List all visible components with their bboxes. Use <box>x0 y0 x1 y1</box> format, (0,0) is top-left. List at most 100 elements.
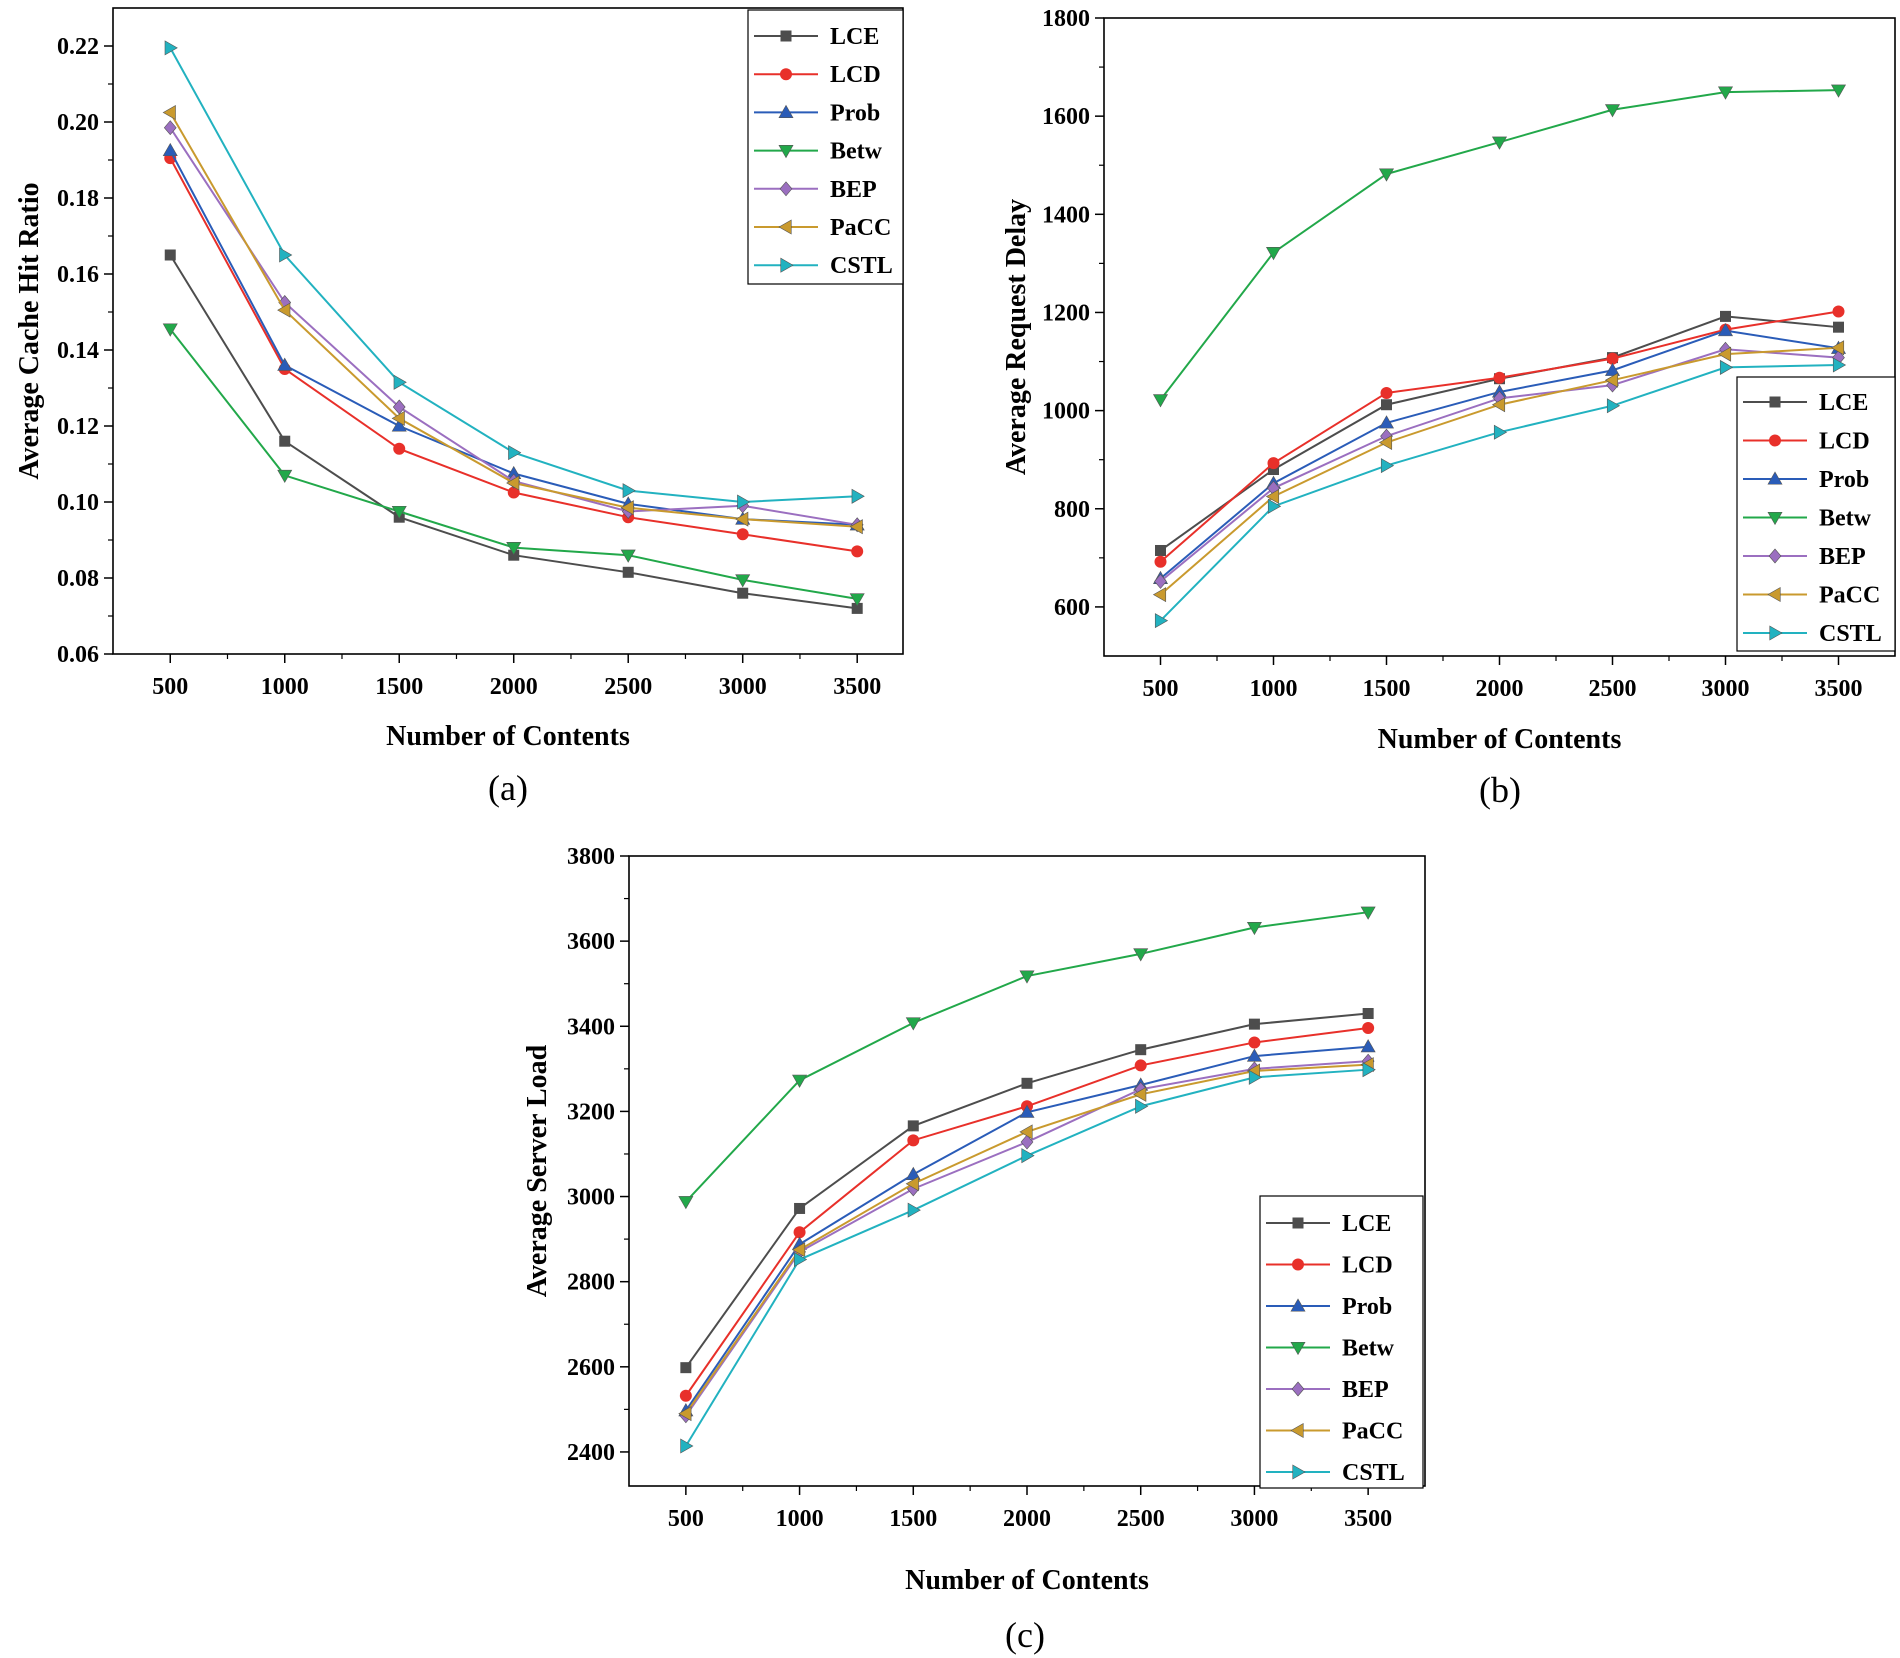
legend-marker <box>1767 511 1783 526</box>
data-point-pacc <box>277 302 291 318</box>
data-point-cstl <box>680 1438 694 1454</box>
legend-marker <box>778 104 794 118</box>
x-tick-label: 2500 <box>604 674 652 700</box>
y-tick-label: 3200 <box>567 1099 615 1125</box>
legend-label: LCD <box>1819 429 1870 455</box>
data-point-prob <box>1246 1048 1262 1062</box>
series-cstl <box>680 1062 1376 1454</box>
series-betw <box>1152 84 1847 408</box>
data-point-lce <box>1268 464 1279 476</box>
legend-marker <box>1290 1298 1306 1312</box>
data-point-lce <box>1720 310 1731 322</box>
data-point-lce <box>1833 321 1844 333</box>
data-point-betw <box>849 593 865 607</box>
legend-item-betw: Betw <box>1743 506 1872 532</box>
data-point-pacc <box>849 519 863 535</box>
x-tick-label: 1500 <box>375 674 423 700</box>
legend-marker <box>1768 548 1782 564</box>
data-point-pacc <box>1019 1124 1033 1140</box>
x-tick-label: 2500 <box>1117 1506 1165 1532</box>
data-point-prob <box>162 142 178 157</box>
legend-label: LCE <box>1342 1211 1391 1237</box>
data-point-lcd <box>1380 386 1393 399</box>
data-point-pacc <box>678 1406 692 1422</box>
data-point-prob <box>1604 362 1621 376</box>
y-axis-label: Average Server Load <box>522 1044 553 1297</box>
legend-box <box>1259 1195 1424 1489</box>
legend-label: CSTL <box>1819 621 1882 647</box>
data-point-lcd <box>507 486 520 499</box>
x-tick-label: 3000 <box>1230 1506 1278 1532</box>
series-lce <box>680 1008 1374 1374</box>
data-point-lcd <box>393 442 406 455</box>
data-point-cstl <box>794 1252 808 1268</box>
data-point-lce <box>1248 1018 1260 1030</box>
data-point-lcd <box>736 528 749 541</box>
data-point-prob <box>1360 1039 1376 1053</box>
legend-item-lcd: LCD <box>1266 1253 1393 1279</box>
data-point-pacc <box>162 104 176 121</box>
panel-caption: (b) <box>1479 770 1521 810</box>
data-point-lcd <box>851 545 864 558</box>
y-tick-label: 1600 <box>1042 104 1090 130</box>
series-betw <box>162 323 865 607</box>
legend-marker <box>1767 471 1783 485</box>
y-tick-label: 3800 <box>567 844 615 870</box>
data-point-cstl <box>1267 498 1282 514</box>
data-point-cstl <box>1021 1148 1035 1164</box>
data-point-lce <box>164 249 176 261</box>
data-point-betw <box>162 323 178 337</box>
data-point-pacc <box>1491 397 1506 413</box>
legend-marker <box>779 181 793 197</box>
data-point-betw <box>1717 86 1734 100</box>
data-point-betw <box>1604 104 1621 118</box>
data-point-betw <box>1265 247 1282 261</box>
legend-marker <box>780 30 792 42</box>
data-point-betw <box>905 1017 921 1031</box>
legend-label: PaCC <box>830 215 891 241</box>
data-point-lcd <box>907 1134 920 1147</box>
series-cstl <box>1154 357 1847 629</box>
legend-item-pacc: PaCC <box>1266 1419 1403 1445</box>
x-tick-label: 3000 <box>1702 676 1750 702</box>
y-tick-label: 0.06 <box>57 642 99 668</box>
legend-marker <box>1290 1341 1306 1356</box>
data-point-cstl <box>1380 458 1395 474</box>
legend: LCE LCD Prob Betw BEP PaCC CSTL <box>1259 1195 1424 1489</box>
data-point-lcd <box>1832 305 1845 318</box>
data-point-lce <box>1135 1044 1147 1056</box>
series-pacc <box>1152 340 1845 603</box>
data-point-pacc <box>1265 488 1280 505</box>
data-point-betw <box>277 469 293 484</box>
data-point-betw <box>620 549 636 563</box>
x-tick-label: 500 <box>152 674 188 700</box>
data-point-bep <box>1020 1134 1034 1150</box>
y-tick-label: 3600 <box>567 929 615 955</box>
data-point-prob <box>1378 415 1395 429</box>
data-point-lce <box>1362 1008 1374 1019</box>
chart-panel-c: 500 1000 1500 2000 2500 3000 3500 2400 2600 2800 3… <box>522 844 1426 1655</box>
data-point-cstl <box>164 40 178 56</box>
data-point-lce <box>737 587 749 599</box>
y-tick-label: 1200 <box>1042 300 1090 326</box>
y-tick-label: 0.14 <box>57 338 99 364</box>
legend-label: Betw <box>830 139 883 165</box>
legend-marker <box>1292 1217 1304 1229</box>
x-tick-label: 2000 <box>1476 676 1524 702</box>
legend-item-prob: Prob <box>1266 1294 1392 1320</box>
data-point-betw <box>1246 921 1262 936</box>
data-point-pacc <box>620 500 634 516</box>
data-point-lce <box>907 1120 919 1132</box>
data-point-betw <box>1152 394 1169 408</box>
data-point-lce <box>794 1202 806 1214</box>
legend-marker <box>1769 625 1783 641</box>
legend-item-bep: BEP <box>1266 1377 1389 1403</box>
y-tick-label: 0.16 <box>57 262 99 288</box>
data-point-betw <box>1133 948 1149 962</box>
legend-marker <box>1767 586 1781 603</box>
data-point-betw <box>792 1074 808 1088</box>
data-point-cstl <box>1606 398 1621 414</box>
data-point-cstl <box>622 483 636 499</box>
x-tick-label: 2000 <box>1003 1506 1051 1532</box>
data-point-cstl <box>907 1202 921 1218</box>
